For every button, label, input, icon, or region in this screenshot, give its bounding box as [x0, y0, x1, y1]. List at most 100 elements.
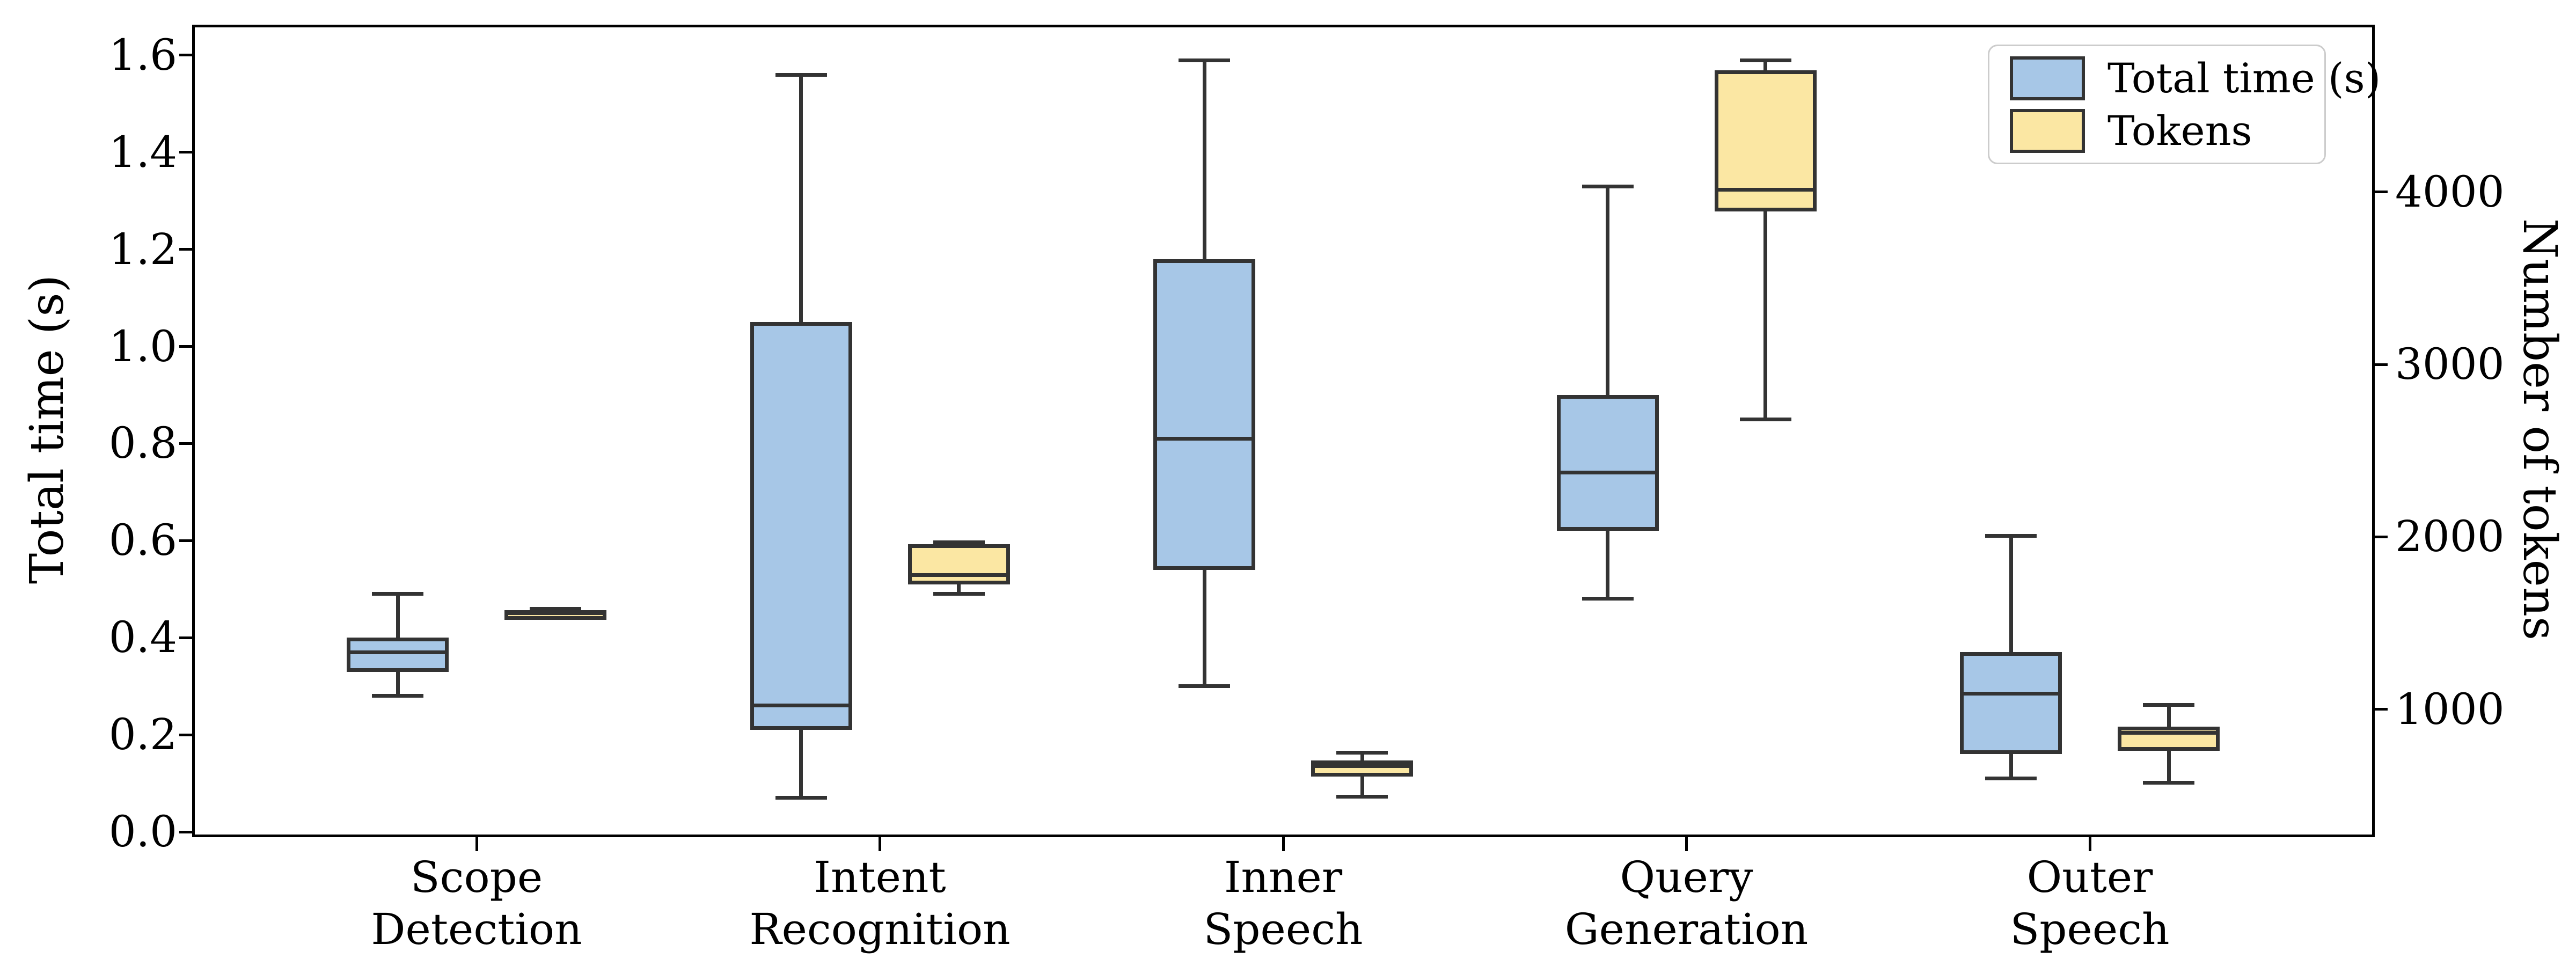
whisker-cap-top [1179, 58, 1230, 62]
whisker-cap-top [372, 592, 423, 596]
x-axis-category-label: Intent Recognition [665, 851, 1095, 955]
tokens-lower-whisker [1763, 211, 1767, 420]
time-box [1556, 395, 1659, 531]
legend: Total time (s) Tokens [1988, 45, 2381, 164]
category-label-line1: Outer [2026, 852, 2153, 902]
left-axis-tick-label: 1.0 [108, 321, 177, 371]
x-axis-tick [879, 837, 881, 851]
left-axis-tick [179, 636, 192, 639]
legend-swatch-total-time [2010, 56, 2085, 100]
right-axis-tick-label: 2000 [2395, 511, 2505, 562]
time-box [1153, 259, 1255, 570]
time-box [1960, 652, 2062, 755]
median-line [1315, 764, 1409, 769]
whisker-cap-top [530, 607, 581, 611]
tokens-box [1714, 70, 1817, 211]
left-axis-tick [179, 151, 192, 154]
left-axis-tick-label: 0.2 [108, 709, 177, 760]
tokens-lower-whisker [1360, 777, 1364, 797]
left-axis-tick [179, 830, 192, 833]
x-axis-tick [1685, 837, 1688, 851]
category-label-line1: Scope [410, 852, 543, 902]
left-axis-tick-label: 0.4 [108, 612, 177, 663]
median-line [2121, 730, 2216, 735]
time-upper-whisker [799, 75, 803, 323]
whisker-cap-top [1582, 184, 1634, 188]
time-lower-whisker [2009, 754, 2013, 779]
whisker-cap-bottom [775, 796, 827, 800]
category-label-line2: Speech [2010, 904, 2170, 954]
left-axis-tick [179, 733, 192, 736]
whisker-cap-bottom [1336, 794, 1388, 799]
x-axis-category-label: Outer Speech [1875, 851, 2304, 955]
right-axis-tick-label: 3000 [2395, 339, 2505, 390]
time-upper-whisker [1606, 186, 1609, 396]
time-box [750, 322, 852, 730]
legend-label-tokens: Tokens [2107, 107, 2252, 155]
category-label-line1: Intent [814, 852, 946, 902]
tokens-upper-whisker [1763, 60, 1767, 70]
legend-item-total-time: Total time (s) [2010, 54, 2381, 102]
tokens-box [2118, 726, 2220, 751]
left-axis-tick [179, 345, 192, 348]
left-axis-tick-label: 0.6 [108, 515, 177, 566]
whisker-cap-bottom [1739, 418, 1791, 422]
left-axis-tick-label: 0.0 [108, 807, 177, 857]
left-axis-tick [179, 248, 192, 251]
median-line [1718, 188, 1813, 192]
time-box [347, 638, 449, 672]
whisker-cap-top [1985, 533, 2037, 538]
left-axis-tick [179, 442, 192, 445]
right-axis-tick-label: 4000 [2395, 166, 2505, 217]
right-axis-tick [2375, 535, 2388, 538]
category-label-line2: Speech [1203, 904, 1363, 954]
x-axis-tick [2088, 837, 2091, 851]
tokens-lower-whisker [2167, 750, 2171, 783]
time-lower-whisker [1606, 531, 1609, 599]
time-upper-whisker [1202, 60, 1206, 259]
tokens-box [1311, 760, 1413, 777]
median-line [911, 573, 1006, 577]
category-label-line2: Generation [1564, 904, 1809, 954]
time-lower-whisker [799, 730, 803, 798]
legend-item-tokens: Tokens [2010, 107, 2324, 155]
time-lower-whisker [1202, 569, 1206, 686]
left-axis-tick [179, 539, 192, 542]
median-line [753, 704, 848, 708]
tokens-upper-whisker [2167, 705, 2171, 727]
whisker-cap-bottom [1985, 777, 2037, 781]
category-label-line1: Inner [1224, 852, 1343, 902]
time-lower-whisker [396, 671, 400, 696]
whisker-cap-bottom [2143, 780, 2194, 785]
tokens-lower-whisker [957, 584, 961, 594]
whisker-cap-bottom [372, 694, 423, 698]
legend-swatch-tokens [2010, 108, 2085, 153]
whisker-cap-bottom [1582, 597, 1634, 601]
median-line [1560, 471, 1655, 475]
category-label-line2: Detection [371, 904, 582, 954]
category-label-line2: Recognition [749, 904, 1011, 954]
left-axis-tick-label: 0.8 [108, 418, 177, 469]
x-axis-category-label: Query Generation [1472, 851, 1901, 955]
right-axis-tick [2375, 708, 2388, 711]
median-line [1157, 436, 1252, 441]
left-axis-tick-label: 1.4 [108, 127, 177, 177]
left-axis-tick-label: 1.2 [108, 224, 177, 274]
x-axis-category-label: Scope Detection [262, 851, 691, 955]
whisker-cap-bottom [1179, 684, 1230, 689]
whisker-cap-top [1336, 750, 1388, 755]
left-axis-tick-label: 1.6 [108, 30, 177, 80]
x-axis-category-label: Inner Speech [1069, 851, 1498, 955]
right-axis-tick [2375, 363, 2388, 366]
time-upper-whisker [396, 594, 400, 638]
right-axis-tick-label: 1000 [2395, 684, 2505, 734]
whisker-cap-bottom [933, 592, 985, 596]
x-axis-tick [475, 837, 478, 851]
tokens-upper-whisker [1360, 752, 1364, 760]
category-label-line1: Query [1620, 852, 1753, 902]
time-upper-whisker [2009, 536, 2013, 653]
tokens-box [908, 544, 1010, 585]
whisker-cap-top [933, 540, 985, 544]
whisker-cap-top [775, 72, 827, 77]
